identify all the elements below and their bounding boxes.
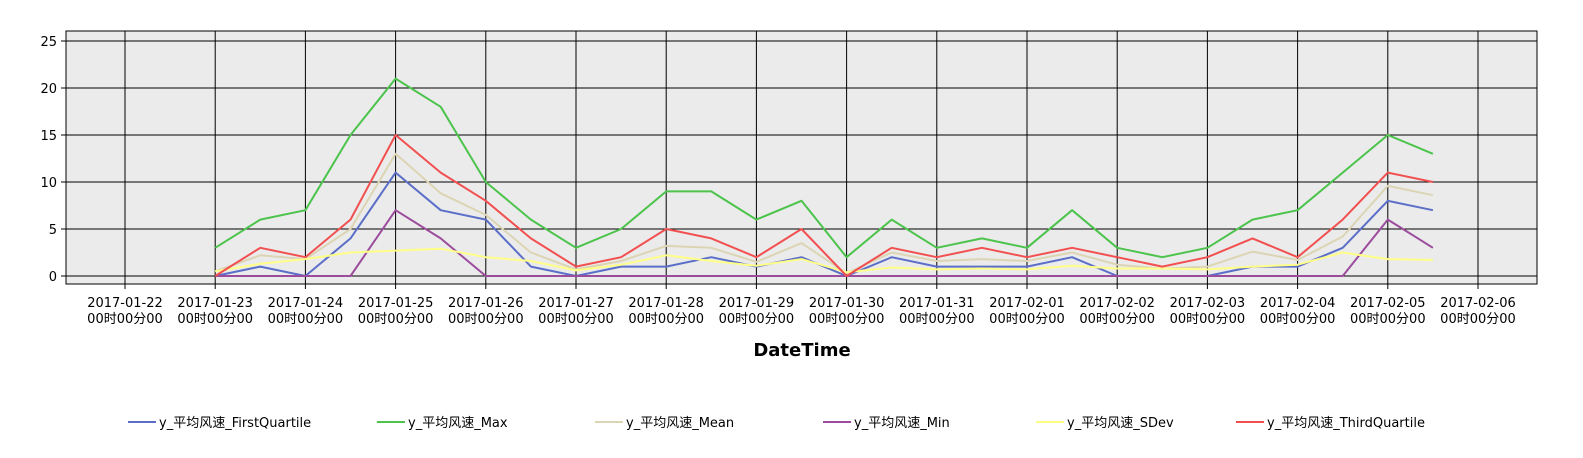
legend-label: y_平均风速_Max xyxy=(408,416,508,431)
x-tick-label-time: 00时00分00 xyxy=(1170,312,1246,327)
x-tick-label-date: 2017-02-06 xyxy=(1440,296,1516,311)
y-tick-label: 10 xyxy=(40,176,57,191)
x-tick-label-time: 00时00分00 xyxy=(989,312,1065,327)
grid-lines xyxy=(66,31,1537,284)
x-tick-label-time: 00时00分00 xyxy=(719,312,795,327)
x-tick-label-date: 2017-02-03 xyxy=(1170,296,1246,311)
y-axis: 0 5 10 15 20 25 xyxy=(40,35,66,285)
legend: y_平均风速_FirstQuartile y_平均风速_Max y_平均风速_Mea… xyxy=(128,416,1425,431)
x-tick-label-time: 00时00分00 xyxy=(1260,312,1336,327)
x-tick-label-date: 2017-01-23 xyxy=(177,296,253,311)
legend-label: y_平均风速_Min xyxy=(854,416,950,431)
x-tick-label-date: 2017-01-26 xyxy=(448,296,524,311)
x-tick-label-time: 00时00分00 xyxy=(177,312,253,327)
x-tick-label-date: 2017-01-29 xyxy=(719,296,795,311)
series-line xyxy=(214,152,1434,275)
x-tick-label-date: 2017-01-22 xyxy=(87,296,163,311)
x-tick-label-date: 2017-01-27 xyxy=(538,296,614,311)
x-tick-label-date: 2017-02-05 xyxy=(1350,296,1426,311)
series-line xyxy=(215,209,1434,277)
x-tick-label-date: 2017-02-02 xyxy=(1079,296,1155,311)
series-line xyxy=(214,77,1434,259)
x-axis: 2017-01-2200时00分002017-01-2300时00分002017… xyxy=(87,284,1516,327)
y-tick-label: 15 xyxy=(40,129,57,144)
x-tick-label-date: 2017-01-28 xyxy=(628,296,704,311)
x-tick-label-time: 00时00分00 xyxy=(809,312,885,327)
x-tick-label-date: 2017-01-31 xyxy=(899,296,975,311)
x-tick-label-date: 2017-01-24 xyxy=(268,296,344,311)
legend-label: y_平均风速_SDev xyxy=(1067,416,1174,431)
x-tick-label-time: 00时00分00 xyxy=(899,312,975,327)
x-tick-label-time: 00时00分00 xyxy=(87,312,163,327)
x-tick-label-time: 00时00分00 xyxy=(628,312,704,327)
x-tick-label-date: 2017-02-04 xyxy=(1260,296,1336,311)
plot-area xyxy=(65,30,1538,285)
plot-background xyxy=(65,30,1538,285)
x-tick-label-date: 2017-01-30 xyxy=(809,296,885,311)
legend-label: y_平均风速_ThirdQuartile xyxy=(1267,416,1425,431)
series-lines xyxy=(214,77,1434,277)
y-tick-label: 25 xyxy=(40,35,57,50)
legend-label: y_平均风速_Mean xyxy=(626,416,734,431)
x-tick-label-time: 00时00分00 xyxy=(538,312,614,327)
x-tick-label-time: 00时00分00 xyxy=(1440,312,1516,327)
y-tick-label: 0 xyxy=(49,270,57,285)
y-tick-label: 5 xyxy=(49,223,57,238)
x-tick-label-time: 00时00分00 xyxy=(358,312,434,327)
x-tick-label-date: 2017-01-25 xyxy=(358,296,434,311)
series-line xyxy=(214,134,1434,277)
x-tick-label-time: 00时00分00 xyxy=(1079,312,1155,327)
series-line xyxy=(215,247,1433,274)
y-tick-label: 20 xyxy=(40,82,57,97)
x-tick-label-time: 00时00分00 xyxy=(448,312,524,327)
x-tick-label-time: 00时00分00 xyxy=(268,312,344,327)
x-axis-title: DateTime xyxy=(753,340,850,361)
x-tick-label-time: 00时00分00 xyxy=(1350,312,1426,327)
x-tick-label-date: 2017-02-01 xyxy=(989,296,1065,311)
legend-label: y_平均风速_FirstQuartile xyxy=(159,416,311,431)
